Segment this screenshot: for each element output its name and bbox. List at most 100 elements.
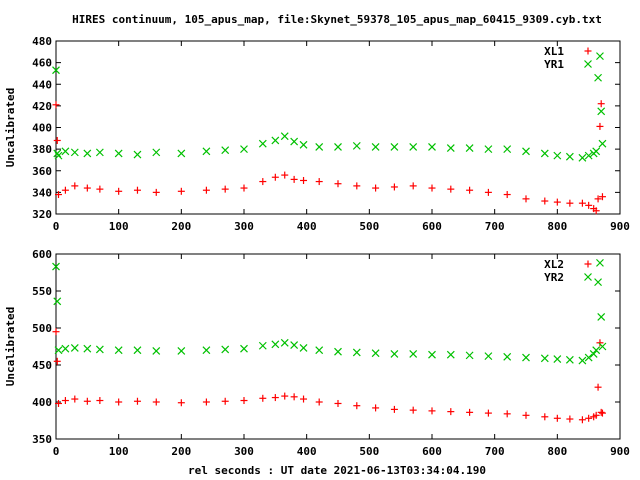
data-point xyxy=(115,398,123,406)
data-point xyxy=(428,143,436,151)
data-point xyxy=(61,147,70,156)
data-point xyxy=(598,139,607,148)
series-XL2 xyxy=(52,328,606,424)
data-point xyxy=(114,346,123,355)
x-tick-label: 900 xyxy=(610,220,630,233)
data-point xyxy=(280,338,289,347)
data-point xyxy=(240,397,248,405)
data-point xyxy=(83,149,92,158)
data-point xyxy=(594,195,602,203)
data-point xyxy=(409,182,417,190)
plot-frame xyxy=(55,253,621,440)
y-tick-label: 320 xyxy=(32,208,52,221)
data-point xyxy=(594,278,602,287)
legend-label: XL1 xyxy=(544,45,564,58)
data-point xyxy=(541,413,549,421)
data-point xyxy=(177,347,186,355)
x-tick-label: 500 xyxy=(359,220,379,233)
data-point xyxy=(240,145,248,154)
data-point xyxy=(597,408,605,416)
data-point xyxy=(565,355,574,364)
data-point xyxy=(596,258,604,267)
data-point xyxy=(465,144,474,152)
data-point xyxy=(221,146,230,155)
x-tick-label: 400 xyxy=(297,445,317,458)
data-point xyxy=(540,354,549,363)
data-point xyxy=(592,411,600,419)
data-point xyxy=(553,198,561,206)
data-point xyxy=(390,183,398,191)
y-tick-label: 420 xyxy=(32,100,52,113)
panels: 0 100 200 300 400 500 600 700 800 900 320 340 360 380… xyxy=(4,35,630,458)
data-point xyxy=(465,351,474,360)
data-point xyxy=(553,414,561,422)
data-point xyxy=(522,147,530,156)
data-point xyxy=(315,398,323,406)
data-point xyxy=(152,188,160,196)
data-point xyxy=(54,151,63,160)
legend-marker xyxy=(584,273,592,281)
data-point xyxy=(484,409,492,417)
data-point xyxy=(300,176,308,184)
y-tick-label: 380 xyxy=(32,143,52,156)
x-tick-label: 300 xyxy=(234,445,254,458)
x-axis-label: rel seconds : UT date 2021-06-13T03:34:0… xyxy=(188,464,486,477)
data-point xyxy=(371,349,380,358)
x-tick-label: 800 xyxy=(547,220,567,233)
data-point xyxy=(258,341,267,350)
series-YR1 xyxy=(52,52,607,162)
data-point xyxy=(578,356,587,365)
data-point xyxy=(540,149,549,158)
y-tick-label: 350 xyxy=(32,433,52,446)
data-point xyxy=(503,145,512,154)
data-point xyxy=(71,182,79,190)
data-point xyxy=(61,397,69,405)
data-point xyxy=(585,414,593,422)
series-YR2 xyxy=(52,258,607,365)
y-tick-label: 440 xyxy=(32,78,52,91)
data-point xyxy=(70,148,79,157)
data-point xyxy=(592,207,600,215)
data-point xyxy=(202,398,210,406)
data-point xyxy=(352,141,361,150)
data-point xyxy=(290,341,299,349)
data-point xyxy=(447,408,455,416)
data-point xyxy=(271,394,279,402)
data-point xyxy=(221,345,230,354)
data-point xyxy=(54,346,63,355)
y-tick-label: 460 xyxy=(32,57,52,70)
data-point xyxy=(281,171,289,179)
data-point xyxy=(484,145,493,154)
data-point xyxy=(522,353,530,362)
data-point xyxy=(53,297,62,306)
legend-label: YR2 xyxy=(544,271,564,284)
series-XL1 xyxy=(52,100,606,215)
data-point xyxy=(221,397,229,405)
data-point xyxy=(221,185,229,193)
data-point xyxy=(596,339,604,347)
data-point xyxy=(114,149,123,158)
x-tick-label: 200 xyxy=(171,220,191,233)
data-point xyxy=(565,152,574,161)
y-tick-label: 400 xyxy=(32,396,52,409)
data-point xyxy=(258,139,267,148)
x-tick-label: 400 xyxy=(297,220,317,233)
legend-marker xyxy=(584,60,592,68)
data-point xyxy=(83,397,91,405)
x-tick-label: 100 xyxy=(109,220,129,233)
data-point xyxy=(315,178,323,186)
data-point xyxy=(202,186,210,194)
y-tick-label: 500 xyxy=(32,322,52,335)
x-tick-label: 500 xyxy=(359,445,379,458)
data-point xyxy=(53,149,62,158)
data-point xyxy=(96,397,104,405)
data-point xyxy=(585,201,593,209)
data-point xyxy=(115,187,123,195)
data-point xyxy=(541,197,549,205)
data-point xyxy=(290,393,298,401)
data-point xyxy=(299,140,308,149)
data-point xyxy=(202,147,211,156)
x-tick-label: 100 xyxy=(109,445,129,458)
data-point xyxy=(592,147,601,156)
